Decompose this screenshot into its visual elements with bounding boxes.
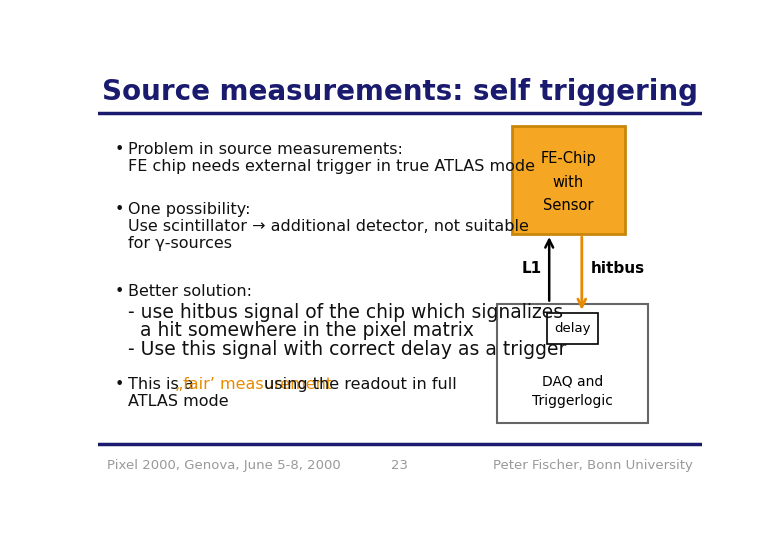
Text: Peter Fischer, Bonn University: Peter Fischer, Bonn University — [493, 458, 693, 472]
Text: Better solution:: Better solution: — [129, 284, 253, 299]
Text: with: with — [553, 175, 584, 190]
Text: using the readout in full: using the readout in full — [259, 377, 456, 392]
Text: a hit somewhere in the pixel matrix: a hit somewhere in the pixel matrix — [129, 321, 474, 340]
Text: L1: L1 — [521, 261, 541, 276]
Text: for γ-sources: for γ-sources — [129, 236, 232, 251]
Text: - use hitbus signal of the chip which signalizes: - use hitbus signal of the chip which si… — [129, 303, 564, 322]
Text: One possibility:: One possibility: — [129, 202, 251, 217]
Text: hitbus: hitbus — [591, 261, 645, 276]
Text: Use scintillator → additional detector, not suitable: Use scintillator → additional detector, … — [129, 219, 530, 234]
Text: •: • — [115, 284, 124, 299]
Text: FE chip needs external trigger in true ATLAS mode: FE chip needs external trigger in true A… — [129, 159, 536, 174]
Bar — [512, 126, 625, 234]
Text: This is a: This is a — [129, 377, 200, 392]
Text: Sensor: Sensor — [543, 198, 594, 213]
Bar — [497, 303, 647, 423]
Text: DAQ and: DAQ and — [541, 374, 603, 388]
Text: FE-Chip: FE-Chip — [541, 151, 596, 166]
Text: - Use this signal with correct delay as a trigger: - Use this signal with correct delay as … — [129, 340, 567, 359]
Text: Problem in source measurements:: Problem in source measurements: — [129, 142, 403, 157]
Text: ATLAS mode: ATLAS mode — [129, 394, 229, 409]
Text: Triggerlogic: Triggerlogic — [532, 394, 612, 408]
Text: •: • — [115, 142, 124, 157]
Text: delay: delay — [554, 322, 590, 335]
Bar — [547, 313, 597, 343]
Text: •: • — [115, 377, 124, 392]
Text: Source measurements: self triggering: Source measurements: self triggering — [101, 78, 698, 106]
Text: „fair’ measurement: „fair’ measurement — [175, 377, 332, 392]
Text: •: • — [115, 202, 124, 217]
Text: Pixel 2000, Genova, June 5-8, 2000: Pixel 2000, Genova, June 5-8, 2000 — [107, 458, 341, 472]
Text: 23: 23 — [392, 458, 408, 472]
